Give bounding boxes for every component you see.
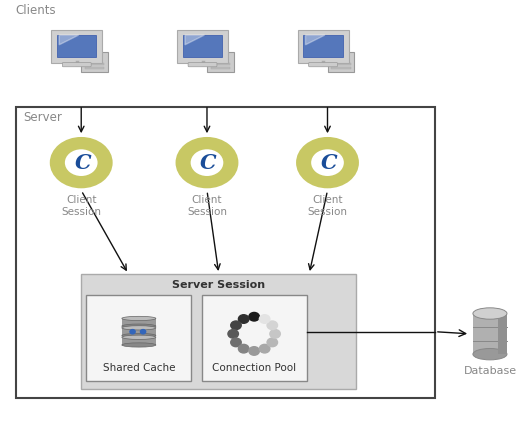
Bar [473,313,507,354]
FancyBboxPatch shape [16,107,435,398]
Circle shape [270,330,280,338]
Circle shape [191,149,223,176]
Polygon shape [305,35,325,45]
Circle shape [249,312,259,321]
Ellipse shape [122,335,156,339]
FancyBboxPatch shape [85,63,104,65]
FancyBboxPatch shape [211,63,230,65]
FancyBboxPatch shape [211,67,230,68]
FancyBboxPatch shape [85,67,104,68]
Circle shape [228,330,238,338]
FancyBboxPatch shape [86,295,191,381]
FancyBboxPatch shape [303,35,343,57]
Bar [122,328,156,336]
FancyBboxPatch shape [183,35,222,57]
FancyBboxPatch shape [81,274,356,389]
Circle shape [267,321,278,330]
Text: Client
Session: Client Session [308,195,347,217]
Circle shape [130,330,135,334]
Circle shape [176,137,238,188]
FancyBboxPatch shape [328,52,354,72]
Circle shape [249,347,259,355]
FancyBboxPatch shape [57,35,96,57]
Ellipse shape [122,316,156,321]
FancyBboxPatch shape [188,62,217,67]
Circle shape [231,338,241,347]
FancyBboxPatch shape [207,52,234,72]
FancyBboxPatch shape [331,67,351,68]
Text: Server Session: Server Session [172,280,265,290]
Ellipse shape [122,343,156,347]
FancyBboxPatch shape [62,62,91,67]
Text: Server: Server [24,111,62,124]
Text: C: C [321,153,337,172]
Bar [122,337,156,345]
Circle shape [50,137,113,188]
Text: Clients: Clients [16,4,57,17]
Ellipse shape [122,324,156,328]
Text: Database: Database [463,366,517,376]
FancyBboxPatch shape [177,30,228,63]
Circle shape [238,345,249,353]
Text: Client
Session: Client Session [61,195,101,217]
Circle shape [238,315,249,323]
Bar [498,313,507,354]
Polygon shape [185,35,204,45]
FancyBboxPatch shape [202,295,307,381]
Bar [122,318,156,326]
FancyBboxPatch shape [309,62,337,67]
Circle shape [231,321,241,330]
Ellipse shape [473,348,507,360]
Polygon shape [59,35,79,45]
Circle shape [259,345,270,353]
Text: Client
Session: Client Session [187,195,227,217]
Ellipse shape [122,333,156,338]
Circle shape [311,149,344,176]
FancyBboxPatch shape [51,30,102,63]
Ellipse shape [122,326,156,330]
Circle shape [140,330,146,334]
FancyBboxPatch shape [331,63,351,65]
Ellipse shape [473,308,507,319]
Text: C: C [74,153,91,172]
Text: Shared Cache: Shared Cache [103,363,175,373]
FancyBboxPatch shape [81,52,108,72]
Circle shape [296,137,359,188]
Circle shape [267,338,278,347]
Circle shape [259,315,270,323]
FancyBboxPatch shape [298,30,348,63]
Circle shape [65,149,97,176]
Text: C: C [200,153,217,172]
Text: Connection Pool: Connection Pool [212,363,296,373]
